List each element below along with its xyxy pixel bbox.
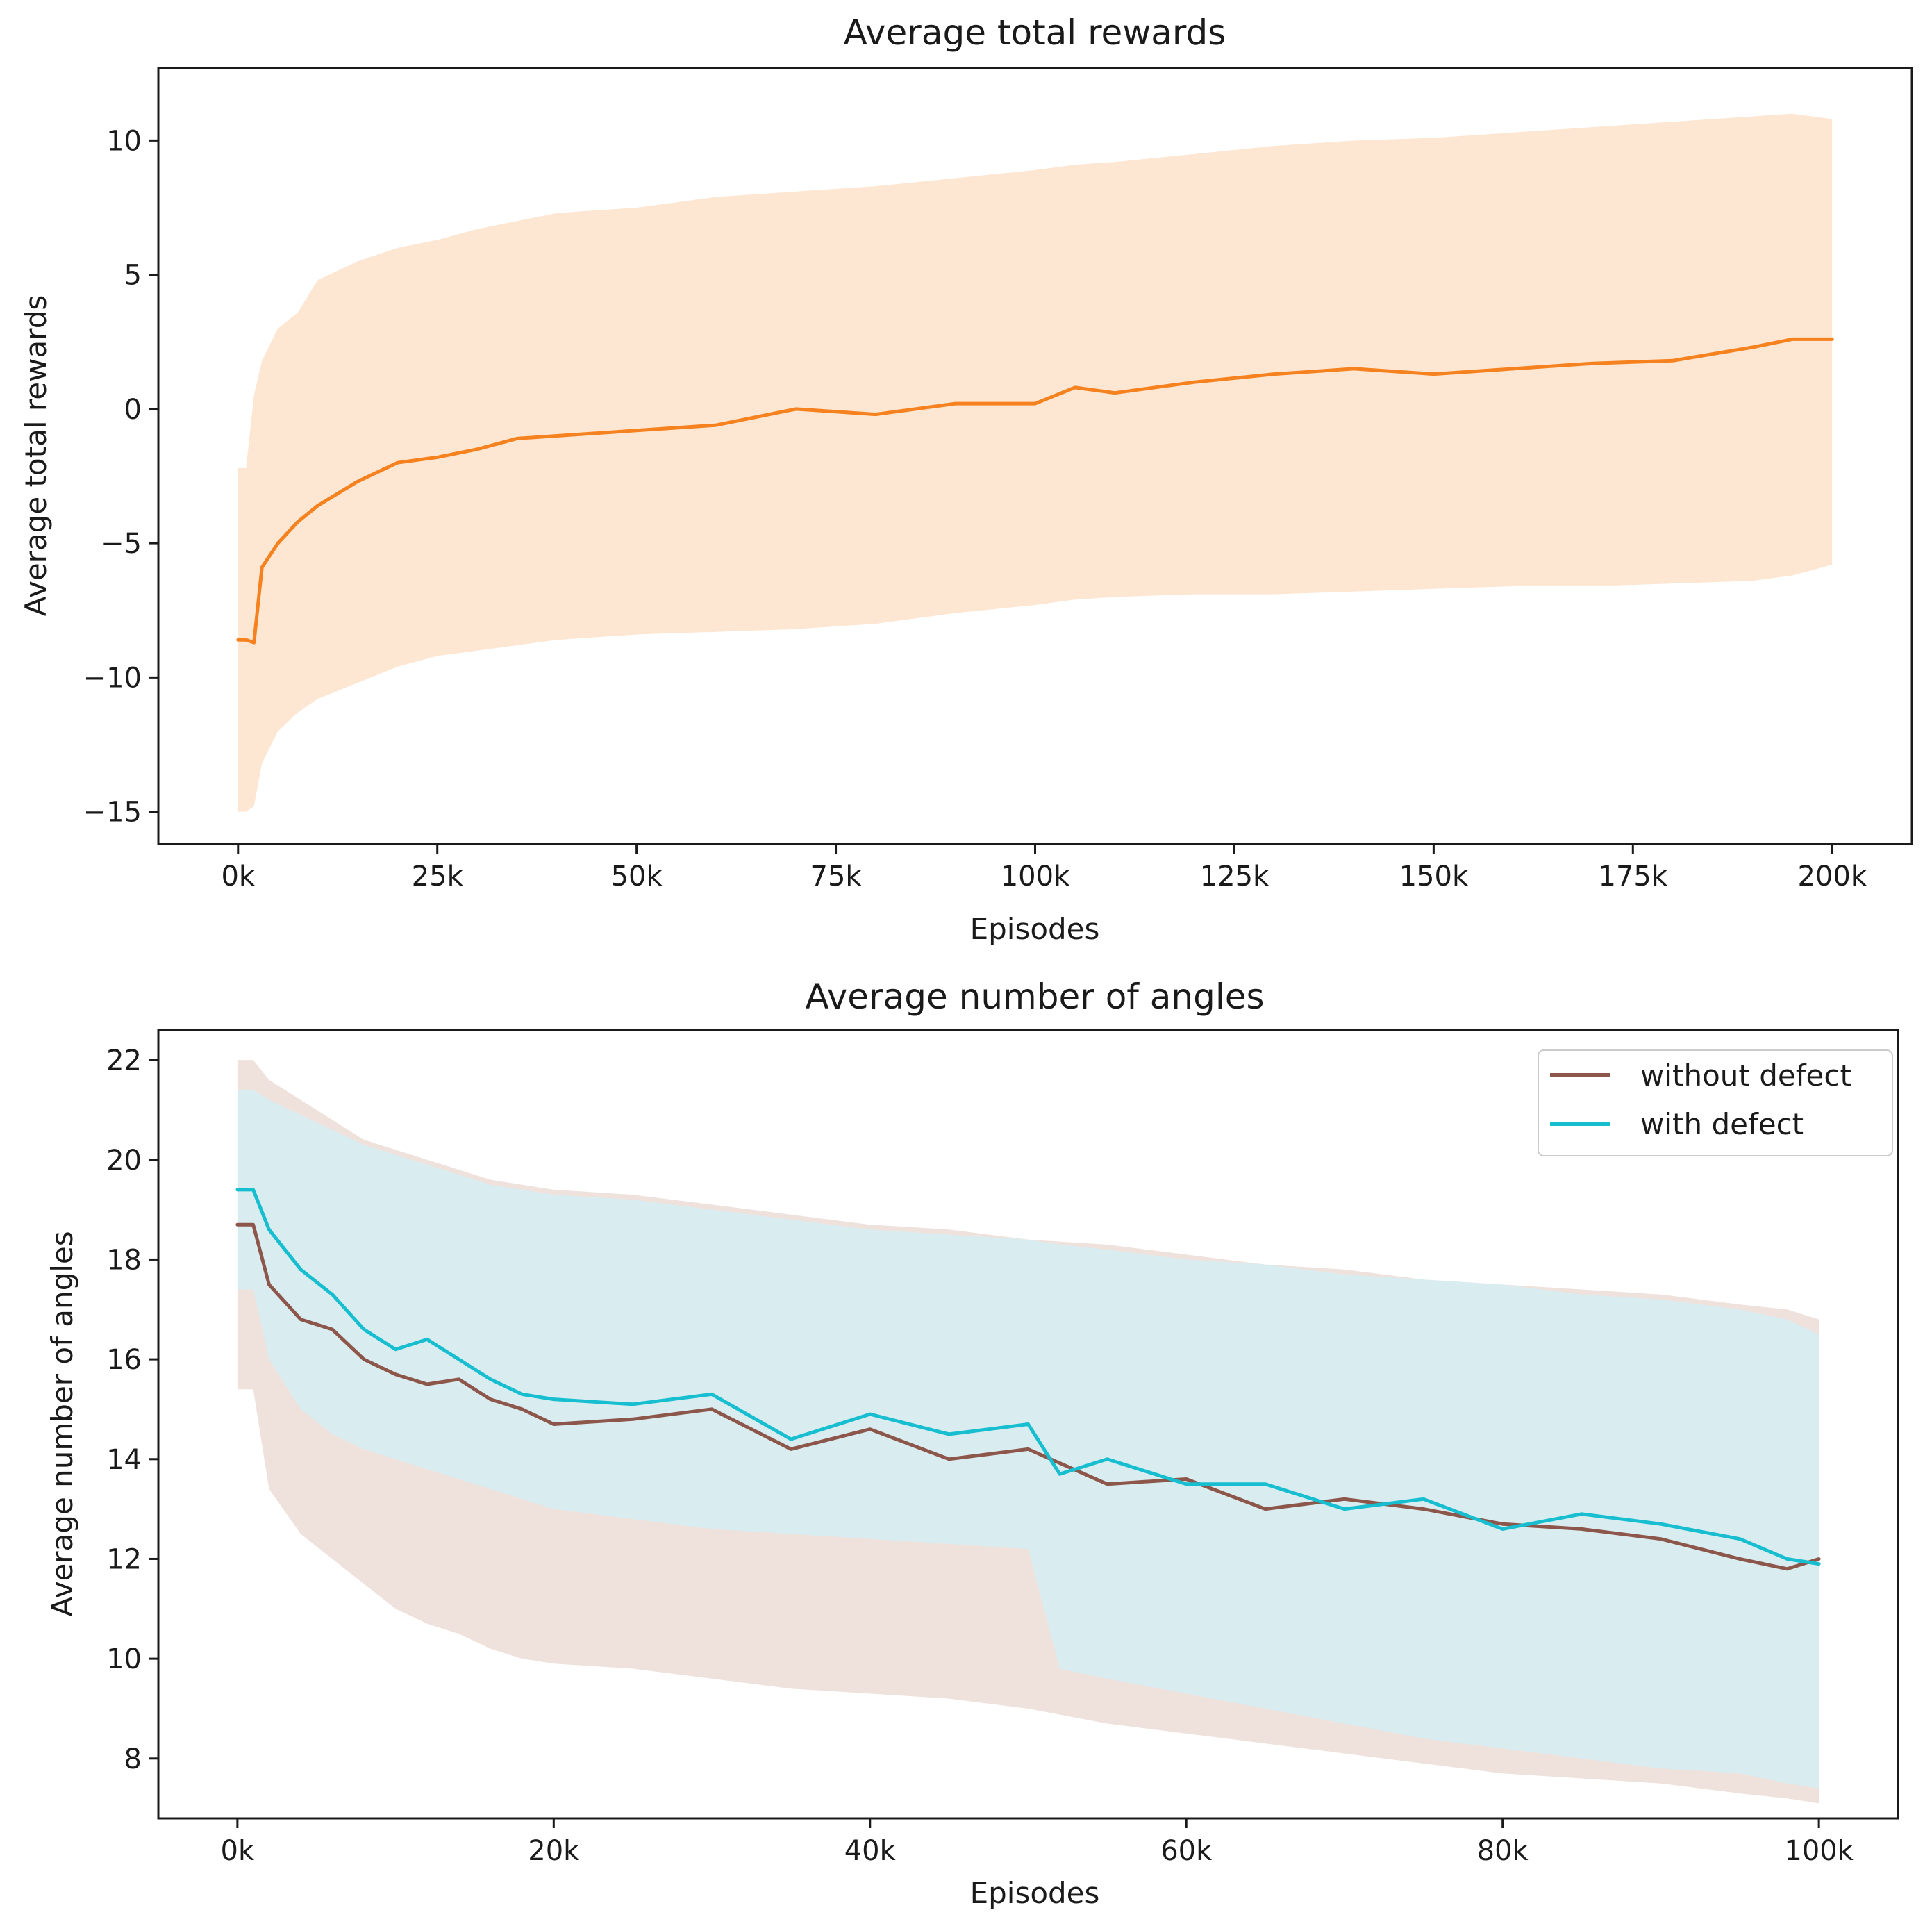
y-tick-label: 5: [124, 260, 142, 292]
y-tick-label: −10: [83, 662, 142, 694]
angles-line-layer: [235, 1188, 1821, 1571]
rewards-band-layer: [238, 113, 1833, 812]
x-tick-label: 60k: [1160, 1835, 1213, 1867]
x-axis-ticks: 0k 25k 50k 75k 100k 125k 150k 175k 200k: [221, 844, 1867, 893]
band-average-total-rewards: [238, 113, 1833, 812]
x-axis-label: Episodes: [970, 1876, 1100, 1910]
x-axis-label: Episodes: [970, 912, 1100, 946]
x-tick-label: 25k: [412, 861, 464, 893]
y-tick-label: 10: [106, 125, 142, 157]
y-tick-label: −15: [83, 797, 142, 829]
x-tick-label: 175k: [1599, 861, 1668, 893]
y-axis-ticks: −15 −10 −5 0 5 10: [83, 125, 158, 829]
chart-title: Average number of angles: [805, 977, 1264, 1017]
x-tick-label: 0k: [221, 861, 255, 893]
angles-band-layer: [237, 1060, 1819, 1804]
chart-title: Average total rewards: [844, 13, 1226, 53]
y-tick-label: 10: [106, 1643, 142, 1675]
y-tick-label: 14: [106, 1444, 142, 1476]
legend-frame: [1538, 1049, 1893, 1156]
y-tick-label: 18: [106, 1244, 142, 1276]
angles-chart: Average number of angles 0k 20k 40k 60k 80k 1…: [45, 977, 1899, 1910]
x-axis-ticks: 0k 20k 40k 60k 80k 100k: [221, 1818, 1854, 1867]
x-tick-label: 100k: [1001, 861, 1070, 893]
y-tick-label: 8: [124, 1743, 142, 1775]
legend: without defect with defect: [1538, 1049, 1893, 1156]
band-with-defect: [237, 1090, 1819, 1789]
x-tick-label: 100k: [1784, 1835, 1854, 1867]
rewards-chart: Average total rewards 0k 25k 50k 75k 100k 125…: [19, 13, 1913, 946]
y-axis-label: Average total rewards: [19, 295, 53, 617]
y-tick-label: −5: [101, 528, 142, 560]
x-tick-label: 125k: [1200, 861, 1269, 893]
y-tick-label: 22: [106, 1045, 142, 1077]
series-line-with-defect: [235, 1188, 1821, 1566]
rewards-line-layer: [236, 337, 1834, 645]
legend-label-without-defect: without defect: [1640, 1059, 1851, 1093]
legend-label-with-defect: with defect: [1640, 1107, 1804, 1141]
y-tick-label: 12: [106, 1543, 142, 1575]
plot-frame: [157, 1029, 1899, 1820]
x-tick-label: 50k: [611, 861, 663, 893]
x-tick-label: 75k: [810, 861, 863, 893]
y-tick-label: 16: [106, 1344, 142, 1376]
x-tick-label: 150k: [1399, 861, 1469, 893]
x-tick-label: 40k: [844, 1835, 897, 1867]
x-tick-label: 0k: [221, 1835, 255, 1867]
x-tick-label: 200k: [1797, 861, 1867, 893]
y-tick-label: 20: [106, 1145, 142, 1177]
y-axis-ticks: 8 10 12 14 16 18 20 22: [106, 1045, 158, 1775]
series-line-average-total-rewards: [236, 337, 1834, 645]
y-tick-label: 0: [124, 394, 142, 426]
x-tick-label: 20k: [528, 1835, 580, 1867]
y-axis-label: Average number of angles: [45, 1231, 79, 1616]
x-tick-label: 80k: [1477, 1835, 1529, 1867]
